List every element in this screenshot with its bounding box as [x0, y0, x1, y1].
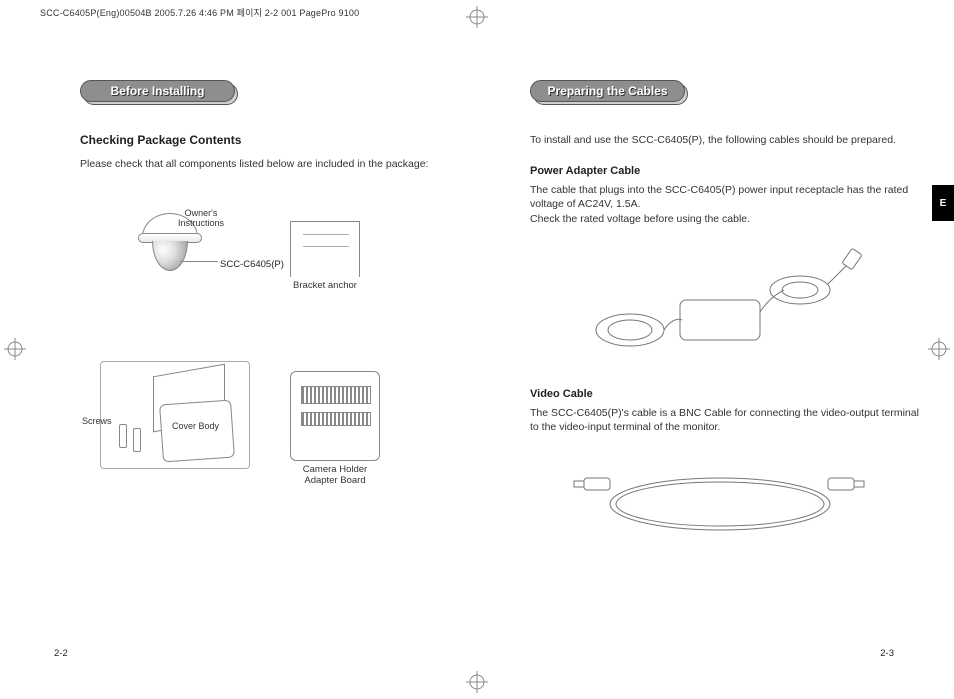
- page-left: Before Installing Checking Package Conte…: [80, 80, 480, 541]
- video-cable-icon: [570, 448, 870, 548]
- power-adapter-icon: [570, 240, 870, 370]
- adapter-board-figure: Camera Holder Adapter Board: [290, 371, 380, 487]
- callout-line: [180, 261, 218, 262]
- section-pill: Before Installing: [80, 80, 238, 105]
- crop-mark-right: [928, 338, 950, 360]
- accessory-box-icon: [100, 361, 250, 469]
- page-number-right: 2-3: [880, 648, 894, 659]
- video-cable-text: The SCC-C6405(P)'s cable is a BNC Cable …: [530, 406, 930, 434]
- accessory-figure: [90, 361, 260, 469]
- manual-label: Owner's Instructions: [178, 209, 224, 229]
- cover-body-label: Cover Body: [172, 422, 219, 432]
- package-contents-figure: SCC-C6405(P) Bracket anchor Owner's Inst…: [80, 211, 480, 541]
- document-header: SCC-C6405P(Eng)00504B 2005.7.26 4:46 PM …: [40, 6, 359, 19]
- intro-text: To install and use the SCC-C6405(P), the…: [530, 133, 930, 147]
- crop-mark-top: [466, 6, 488, 28]
- page-number-left: 2-2: [54, 648, 68, 659]
- bracket-anchor-figure: Bracket anchor: [290, 221, 360, 292]
- video-cable-figure: [570, 448, 870, 548]
- crop-mark-left: [4, 338, 26, 360]
- screws-icon: [109, 422, 153, 456]
- power-adapter-figure: [570, 240, 870, 370]
- subheading: Checking Package Contents: [80, 133, 480, 147]
- page-right: Preparing the Cables To install and use …: [530, 80, 930, 558]
- screws-label: Screws: [82, 417, 112, 427]
- dome-camera-label: SCC-C6405(P): [220, 259, 284, 270]
- body-text: Please check that all components listed …: [80, 157, 480, 171]
- adapter-board-label: Camera Holder Adapter Board: [303, 465, 367, 487]
- bracket-anchor-label: Bracket anchor: [293, 281, 357, 292]
- side-tab: E: [932, 185, 954, 221]
- power-cable-text: The cable that plugs into the SCC-C6405(…: [530, 183, 930, 226]
- adapter-board-icon: [290, 371, 380, 461]
- crop-mark-bottom: [466, 671, 488, 693]
- section-pill: Preparing the Cables: [530, 80, 688, 105]
- bracket-anchor-icon: [290, 221, 360, 277]
- section-title: Before Installing: [110, 84, 204, 98]
- section-title: Preparing the Cables: [547, 84, 667, 98]
- power-cable-heading: Power Adapter Cable: [530, 165, 930, 177]
- side-tab-label: E: [940, 198, 947, 209]
- video-cable-heading: Video Cable: [530, 388, 930, 400]
